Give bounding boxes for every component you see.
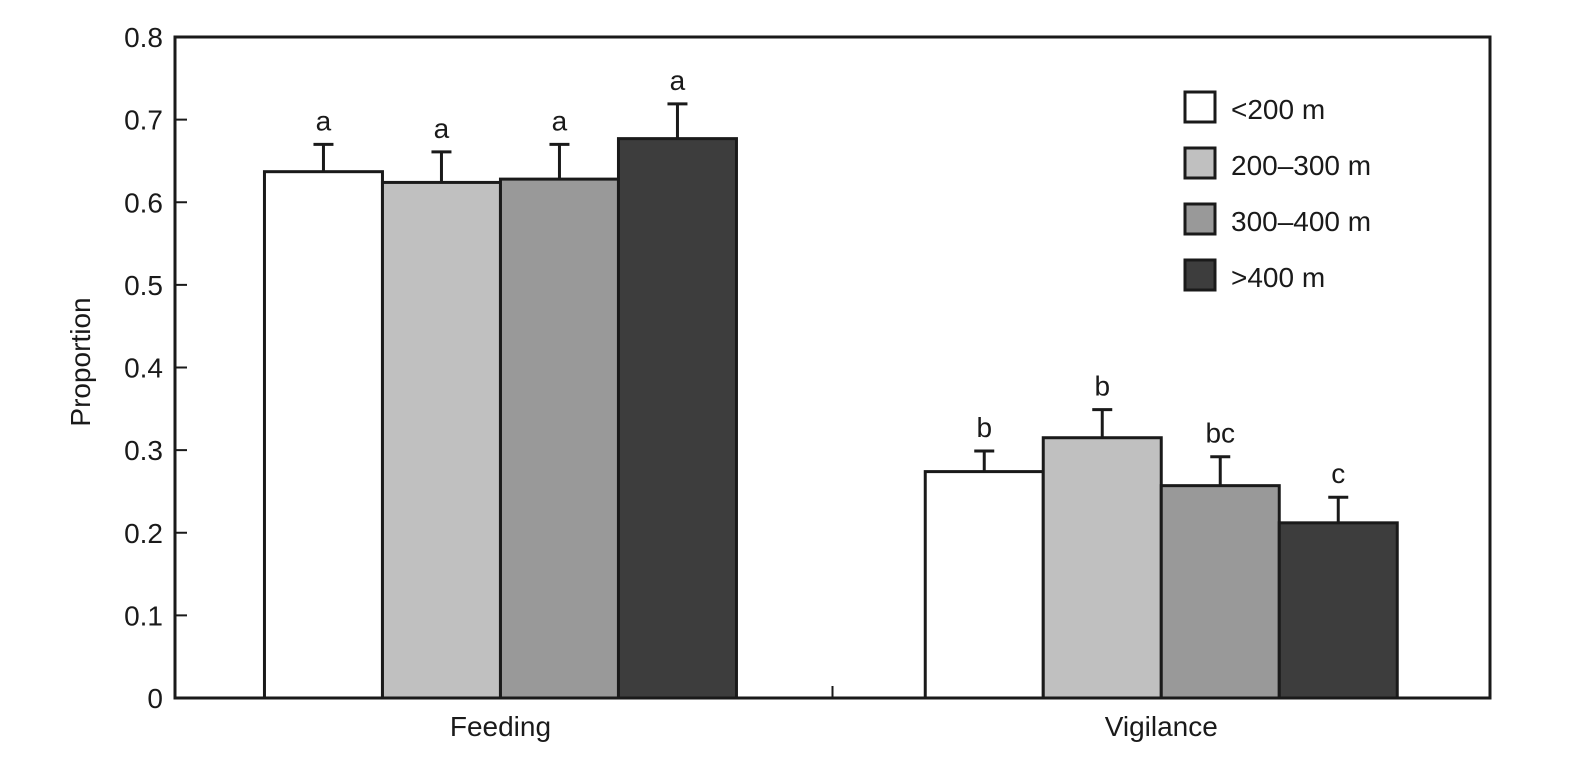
bar	[498, 177, 620, 700]
bar	[923, 470, 1045, 700]
y-tick-label: 0.6	[124, 187, 163, 218]
y-tick-label: 0.7	[124, 105, 163, 136]
significance-letter: a	[552, 105, 568, 136]
legend-label: 200–300 m	[1231, 150, 1371, 181]
legend-swatch	[1183, 258, 1217, 292]
legend-swatch	[1183, 90, 1217, 124]
significance-letter: a	[316, 105, 332, 136]
legend-swatch	[1183, 202, 1217, 236]
category-label: Feeding	[450, 711, 551, 742]
category-label: Vigilance	[1105, 711, 1218, 742]
legend-label: >400 m	[1231, 262, 1325, 293]
y-tick-label: 0.1	[124, 600, 163, 631]
y-axis: 0 0.1 0.2 0.3 0.4 0.5 0.6 0.7 0.8	[124, 22, 187, 714]
significance-letter: c	[1331, 458, 1345, 489]
legend-swatch	[1183, 146, 1217, 180]
y-axis-title: Proportion	[65, 297, 96, 426]
y-tick-label: 0.2	[124, 518, 163, 549]
y-tick-label: 0	[147, 683, 163, 714]
bar	[1159, 484, 1281, 700]
bars-layer: a a a a b b bc c	[262, 65, 1399, 700]
legend-label: <200 m	[1231, 94, 1325, 125]
bar	[380, 180, 502, 700]
significance-letter: a	[670, 65, 686, 96]
bar	[616, 137, 738, 700]
x-axis: Feeding Vigilance	[450, 686, 1218, 742]
y-tick-label: 0.3	[124, 435, 163, 466]
bar	[1041, 436, 1163, 700]
significance-letter: b	[1094, 371, 1110, 402]
bar	[262, 170, 384, 700]
y-tick-label: 0.4	[124, 353, 163, 384]
y-tick-label: 0.5	[124, 270, 163, 301]
significance-letter: a	[434, 113, 450, 144]
legend-label: 300–400 m	[1231, 206, 1371, 237]
significance-letter: b	[976, 412, 992, 443]
significance-letter: bc	[1205, 418, 1235, 449]
y-tick-label: 0.8	[124, 22, 163, 53]
bar	[1277, 521, 1399, 700]
legend: <200 m 200–300 m 300–400 m >400 m	[1183, 90, 1371, 293]
